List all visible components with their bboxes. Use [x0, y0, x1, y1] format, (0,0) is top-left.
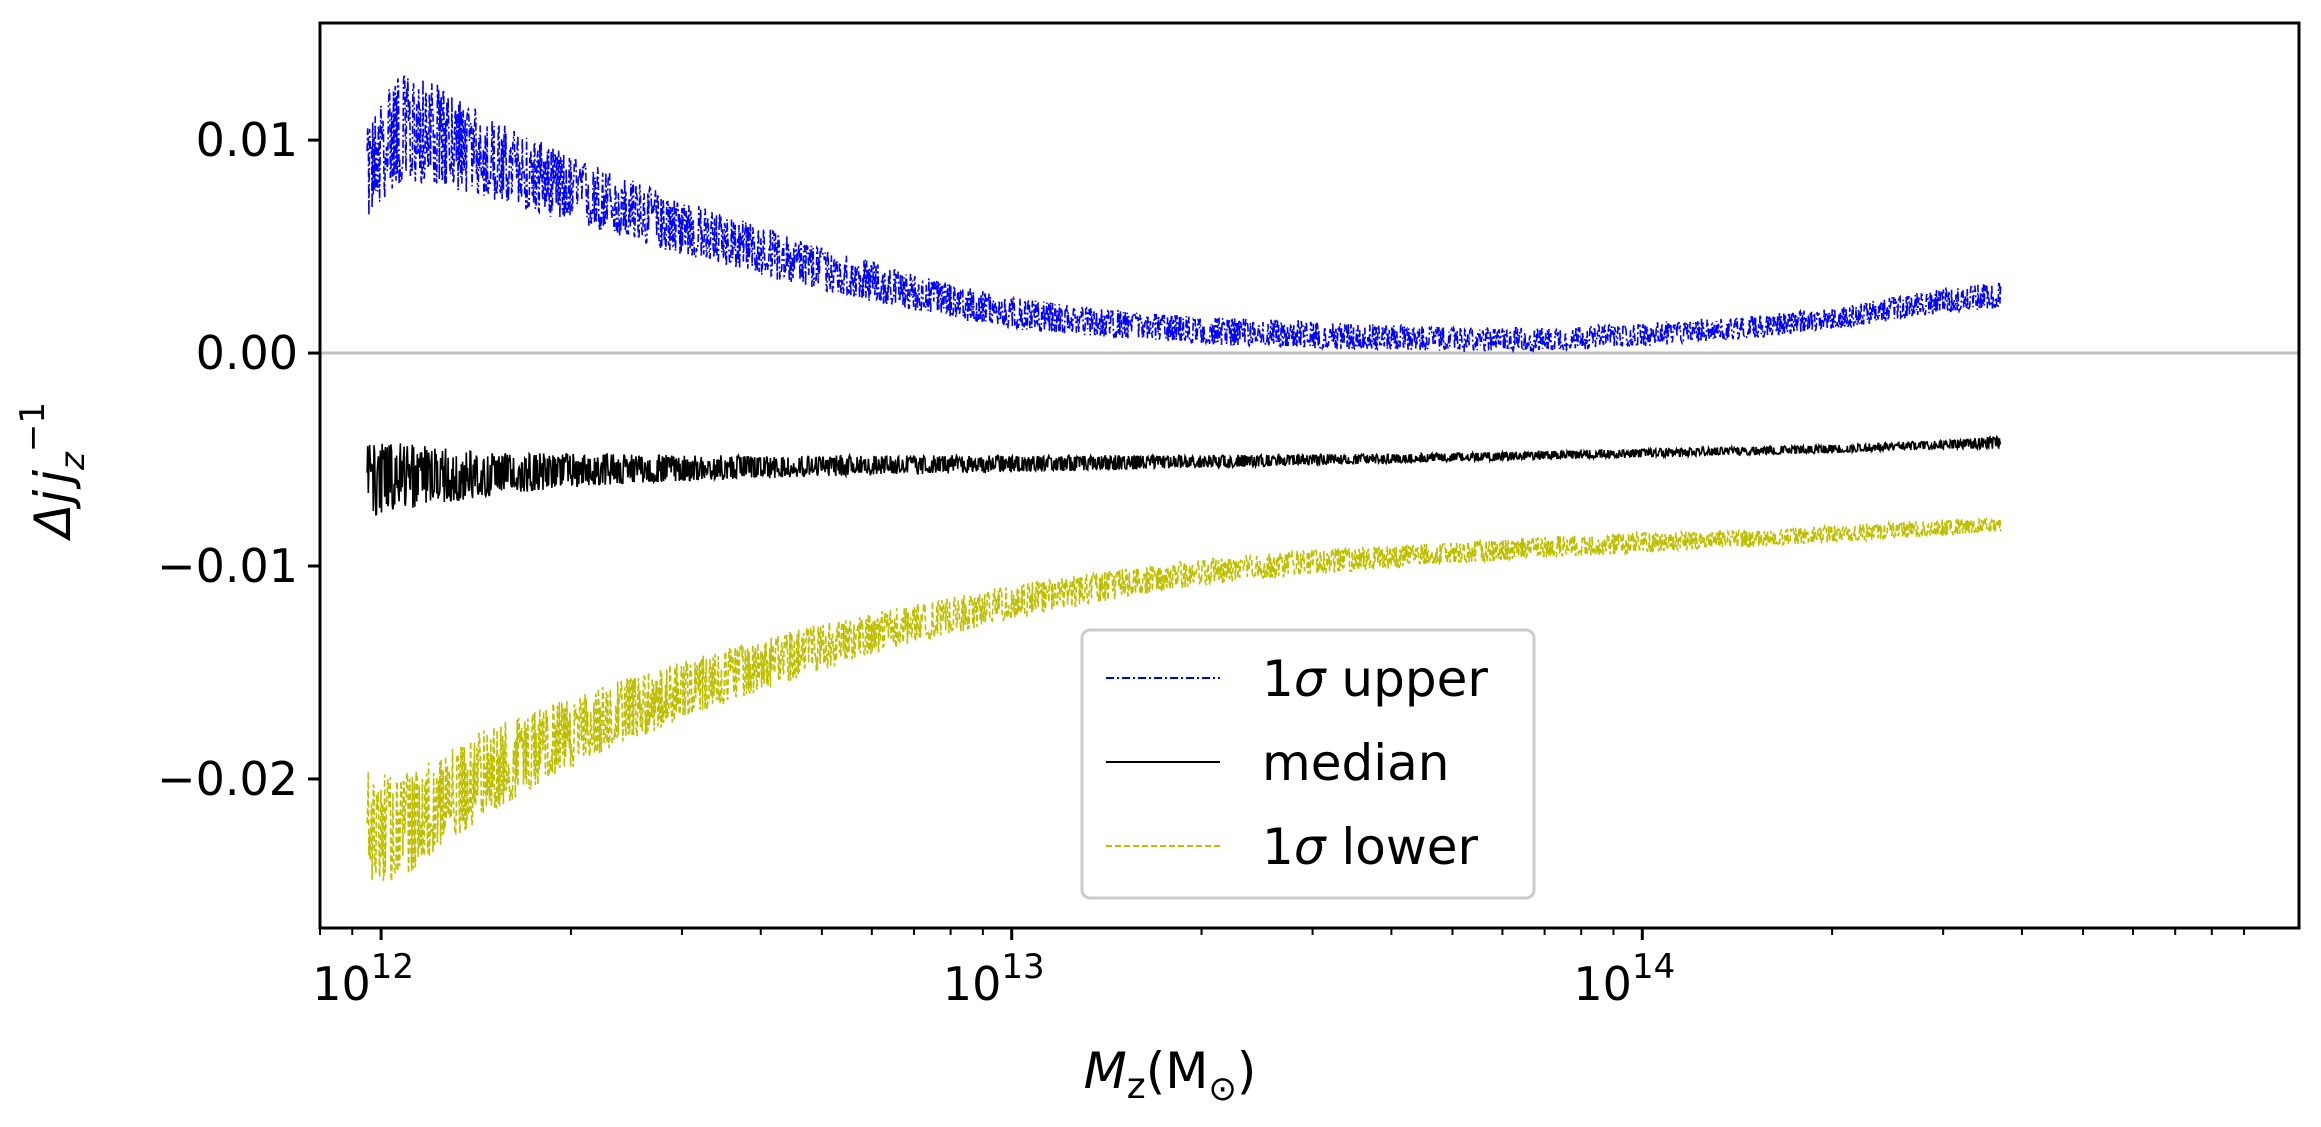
series-2: [366, 516, 2002, 882]
series-line: [366, 434, 2002, 516]
series-line: [366, 516, 2002, 882]
x-tick-label: 1012: [312, 947, 414, 1011]
series-layer: [366, 74, 2002, 882]
ticks-layer: 1012 1013 1014 0.01 0.00 −0.01 −0.02: [157, 113, 2246, 1011]
legend-label: 1σ upper: [1262, 650, 1488, 708]
series-line: [366, 74, 2002, 354]
y-tick-label: −0.02: [157, 752, 298, 806]
legend: 1σ upper median 1σ lower: [1080, 628, 1536, 900]
series-0: [366, 74, 2002, 354]
legend-label: median: [1262, 734, 1449, 792]
series-1: [366, 434, 2002, 516]
y-tick-label: 0.01: [196, 113, 298, 167]
x-tick-label: 1014: [1573, 947, 1675, 1011]
y-tick-label: −0.01: [157, 539, 298, 593]
legend-box: [1080, 628, 1536, 900]
plot-frame: [318, 21, 2301, 930]
legend-label: 1σ lower: [1262, 818, 1479, 876]
x-tick-label: 1013: [943, 947, 1045, 1011]
y-tick-label: 0.00: [196, 326, 298, 380]
x-axis-label: Mz(M⊙): [1084, 1042, 1257, 1109]
y-axis-label: Δjjz−1: [13, 402, 93, 542]
